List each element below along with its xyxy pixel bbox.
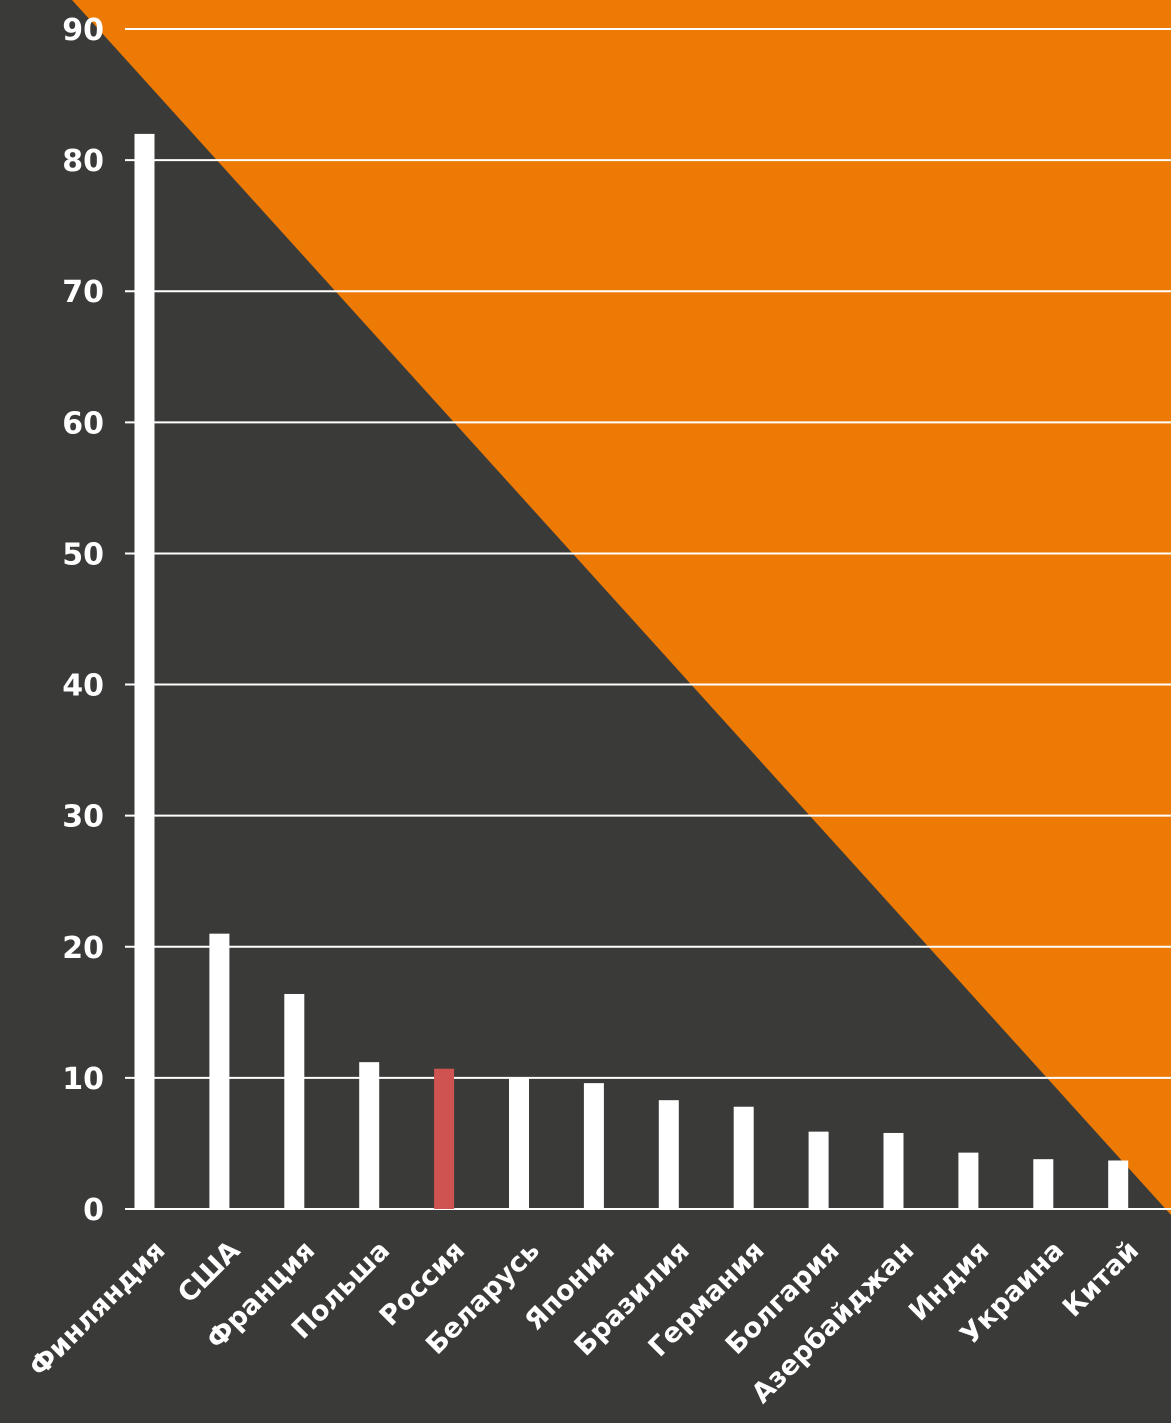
bar <box>958 1152 979 1209</box>
accent-triangle <box>72 0 1171 1215</box>
bar <box>509 1077 529 1209</box>
y-tick-label: 70 <box>62 275 104 310</box>
bar <box>1033 1159 1054 1209</box>
bar <box>733 1106 754 1209</box>
y-tick-label: 50 <box>62 537 104 572</box>
bar <box>284 993 305 1209</box>
y-tick-label: 10 <box>62 1062 104 1097</box>
y-tick-label: 0 <box>83 1193 104 1228</box>
bar <box>883 1132 904 1209</box>
bar <box>808 1131 829 1209</box>
y-tick-label: 80 <box>62 144 104 179</box>
y-tick-label: 40 <box>62 669 104 704</box>
bars <box>134 133 1129 1209</box>
bar <box>583 1083 604 1209</box>
y-tick-label: 90 <box>62 13 104 48</box>
y-axis-ticks: 0 10 20 30 40 50 60 70 80 90 <box>62 13 104 1228</box>
bar <box>134 133 155 1209</box>
bar <box>209 933 230 1209</box>
bar <box>434 1068 455 1209</box>
bar <box>658 1100 679 1209</box>
bar <box>1108 1160 1129 1209</box>
bar <box>359 1062 380 1209</box>
y-tick-label: 60 <box>62 406 104 441</box>
y-tick-label: 20 <box>62 931 104 966</box>
y-tick-label: 30 <box>62 800 104 835</box>
